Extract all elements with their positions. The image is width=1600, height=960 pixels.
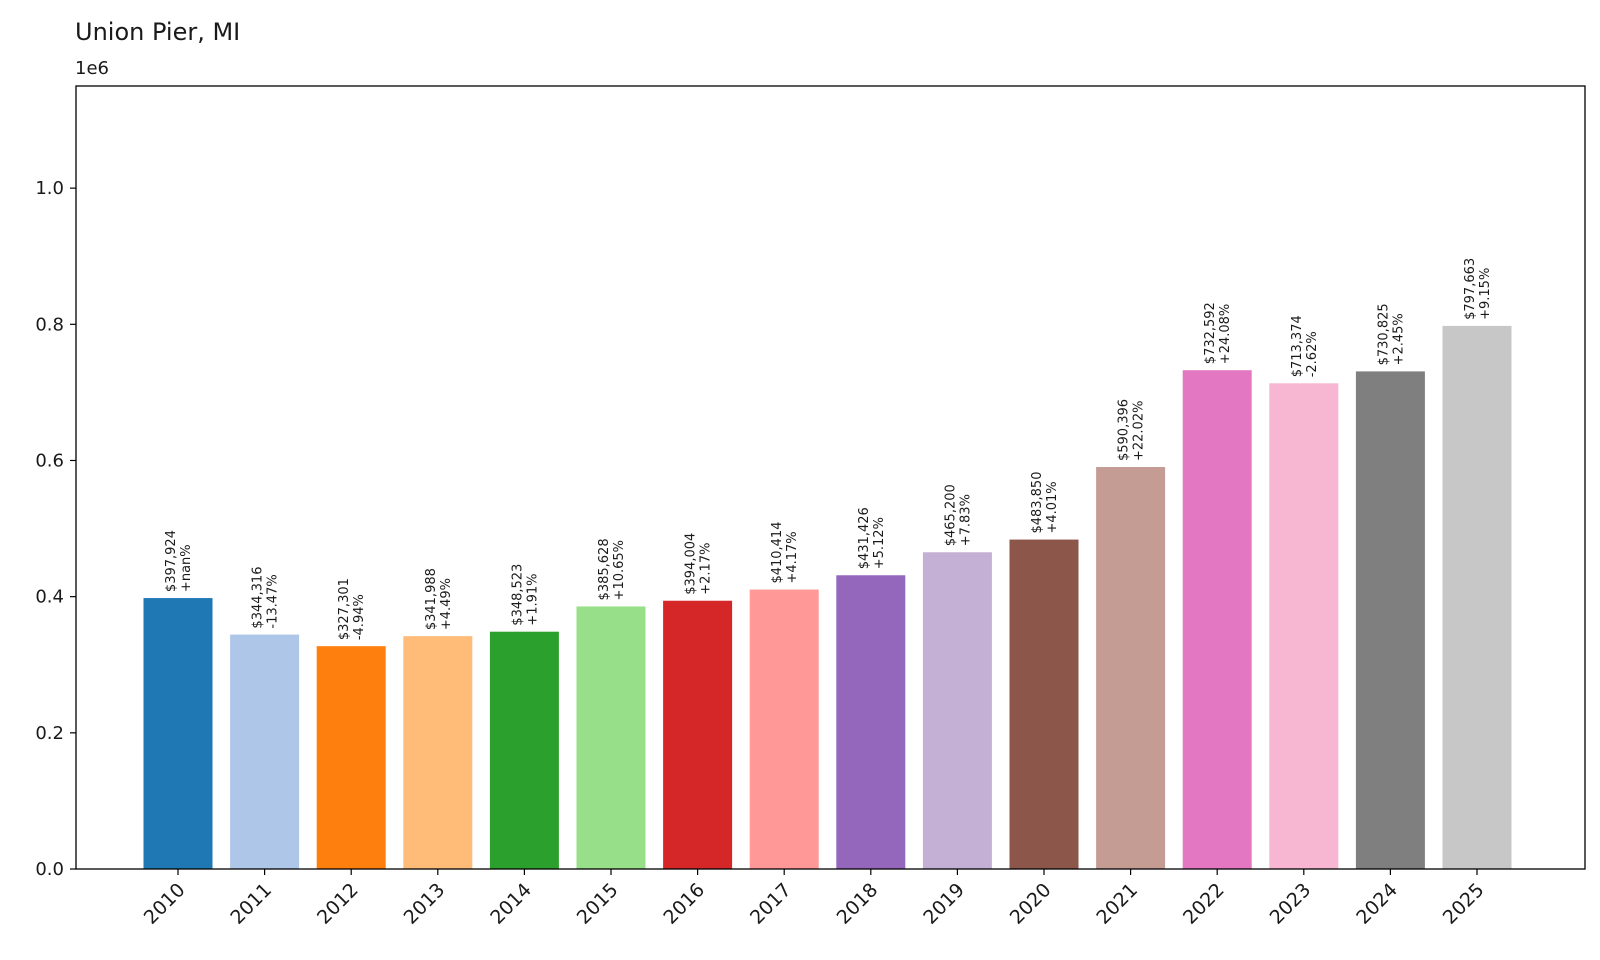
bar-value-label: $730,825 <box>1376 303 1391 365</box>
bar-value-label: $410,414 <box>770 522 785 584</box>
bar-2024 <box>1355 371 1425 869</box>
bar-2020 <box>1009 539 1079 869</box>
bar-value-label: $348,523 <box>510 564 525 626</box>
bar-change-label: +2.17% <box>699 543 714 595</box>
bar-change-label: +5.12% <box>872 517 887 569</box>
chart-title: Union Pier, MI <box>75 18 241 46</box>
x-tick-label: 2013 <box>400 879 450 929</box>
bar-2018 <box>836 575 906 869</box>
bar-value-label: $341,988 <box>424 568 439 630</box>
bar-value-label: $397,924 <box>164 530 179 592</box>
bar-2015 <box>576 606 646 869</box>
x-tick-label: 2020 <box>1006 879 1056 929</box>
y-tick-label: 0.0 <box>35 859 64 880</box>
y-tick-label: 0.2 <box>35 723 64 744</box>
bar-2022 <box>1182 370 1252 869</box>
bar-2017 <box>749 589 819 869</box>
x-tick-label: 2019 <box>919 879 969 929</box>
bar-value-label: $797,663 <box>1463 258 1478 320</box>
x-tick-label: 2024 <box>1352 879 1402 929</box>
bar-value-label: $465,200 <box>943 484 958 546</box>
bar-change-label: +10.65% <box>612 540 627 600</box>
y-tick-label: 1.0 <box>35 178 64 199</box>
bar-change-label: +1.91% <box>525 573 540 625</box>
x-tick-label: 2014 <box>486 879 536 929</box>
plot-frame <box>75 85 1586 870</box>
y-tick-label: 0.8 <box>35 314 64 335</box>
bar-change-label: +9.15% <box>1478 268 1493 320</box>
bar-change-label: -2.62% <box>1305 331 1320 377</box>
x-tick-label: 2021 <box>1092 879 1142 929</box>
bar-change-label: +4.17% <box>785 531 800 583</box>
bar-labels-group: $397,924 +nan% $344,316 -13.47% $327,301 -4.9… <box>164 258 1493 640</box>
bar-change-label: +2.45% <box>1391 313 1406 365</box>
bar-value-label: $483,850 <box>1030 472 1045 534</box>
bar-change-label: +4.01% <box>1045 481 1060 533</box>
bar-change-label: +24.08% <box>1218 304 1233 364</box>
bar-change-label: +22.02% <box>1132 401 1147 461</box>
bar-value-label: $713,374 <box>1290 315 1305 377</box>
x-tick-label: 2016 <box>659 879 709 929</box>
bar-value-label: $385,628 <box>597 538 612 600</box>
bar-change-label: -4.94% <box>352 594 367 640</box>
bar-2010 <box>143 598 213 869</box>
y-axis: 0.0 0.2 0.4 0.6 0.8 1.0 <box>35 178 76 880</box>
bar-value-label: $590,396 <box>1117 399 1132 461</box>
bar-change-label: +nan% <box>179 544 194 592</box>
bar-2021 <box>1096 467 1166 869</box>
bar-2025 <box>1442 325 1512 870</box>
y-tick-label: 0.4 <box>35 587 64 608</box>
bar-value-label: $732,592 <box>1203 302 1218 364</box>
bar-2013 <box>403 636 473 869</box>
x-tick-label: 2010 <box>140 879 190 929</box>
x-tick-label: 2025 <box>1439 879 1489 929</box>
bar-change-label: +4.49% <box>439 578 454 630</box>
bar-value-label: $344,316 <box>251 567 266 629</box>
x-tick-label: 2017 <box>746 879 796 929</box>
bar-2023 <box>1269 383 1339 869</box>
x-tick-label: 2015 <box>573 879 623 929</box>
bar-change-label: -13.47% <box>266 574 281 628</box>
bar-2016 <box>663 600 733 869</box>
x-tick-label: 2011 <box>226 879 276 929</box>
x-tick-label: 2022 <box>1179 879 1229 929</box>
bar-value-label: $394,004 <box>684 533 699 595</box>
x-tick-label: 2018 <box>833 879 883 929</box>
bar-change-label: +7.83% <box>958 494 973 546</box>
y-tick-label: 0.6 <box>35 450 64 471</box>
y-axis-offset-label: 1e6 <box>75 58 109 79</box>
bar-2019 <box>922 552 992 869</box>
x-axis: 2010 2011 2012 2013 2014 2015 2016 2017 2018 2019… <box>140 869 1489 929</box>
bar-value-label: $431,426 <box>857 507 872 569</box>
bar-value-label: $327,301 <box>337 578 352 640</box>
bars-group <box>143 325 1512 870</box>
x-tick-label: 2012 <box>313 879 363 929</box>
bar-2014 <box>489 631 559 869</box>
x-tick-label: 2023 <box>1266 879 1316 929</box>
bar-2012 <box>316 646 386 869</box>
bar-2011 <box>230 634 300 869</box>
